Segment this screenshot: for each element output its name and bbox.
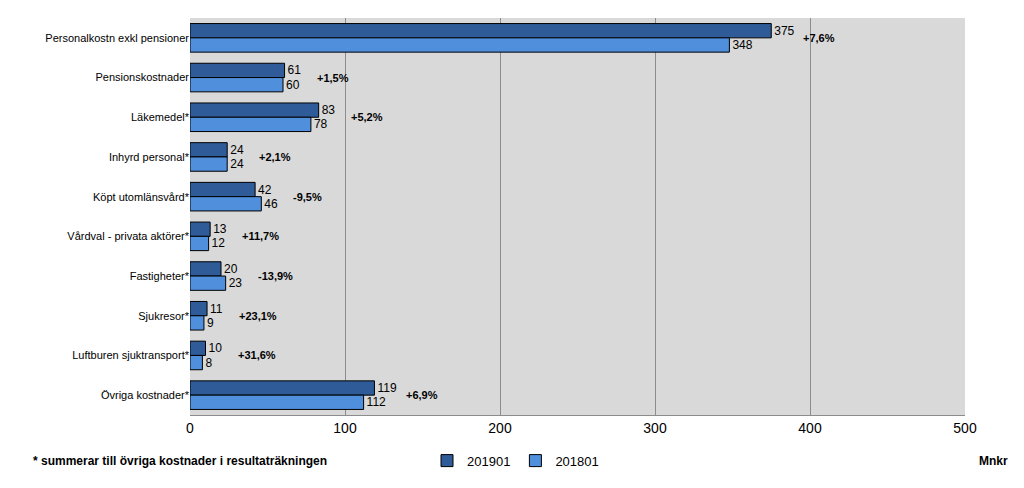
svg-text:Köpt utomlänsvård*: Köpt utomlänsvård*: [93, 191, 190, 203]
svg-text:12: 12: [212, 236, 226, 250]
svg-text:Fastigheter*: Fastigheter*: [130, 270, 190, 282]
svg-text:78: 78: [314, 117, 328, 131]
svg-text:-9,5%: -9,5%: [293, 191, 322, 203]
svg-text:500: 500: [953, 420, 977, 436]
svg-text:Läkemedel*: Läkemedel*: [131, 111, 190, 123]
svg-text:Vårdval - privata aktörer*: Vårdval - privata aktörer*: [67, 230, 189, 242]
svg-text:375: 375: [774, 24, 794, 38]
svg-text:83: 83: [322, 103, 336, 117]
svg-text:9: 9: [207, 316, 214, 330]
svg-text:23: 23: [229, 276, 243, 290]
svg-text:100: 100: [333, 420, 357, 436]
svg-text:+11,7%: +11,7%: [242, 230, 279, 242]
svg-text:119: 119: [377, 381, 396, 395]
svg-text:Övriga kostnader*: Övriga kostnader*: [101, 389, 190, 401]
svg-text:8: 8: [205, 356, 212, 370]
svg-text:Luftburen sjuktransport*: Luftburen sjuktransport*: [72, 349, 190, 361]
svg-text:42: 42: [258, 183, 272, 197]
svg-text:Sjukresor*: Sjukresor*: [138, 310, 189, 322]
svg-text:348: 348: [732, 38, 752, 52]
svg-text:10: 10: [209, 341, 223, 355]
svg-text:* summerar till övriga kostnad: * summerar till övriga kostnader i resul…: [33, 454, 327, 468]
svg-text:Mnkr: Mnkr: [979, 454, 1008, 468]
svg-text:200: 200: [488, 420, 512, 436]
svg-text:Pensionskostnader: Pensionskostnader: [95, 71, 189, 83]
svg-text:24: 24: [230, 157, 244, 171]
svg-text:46: 46: [264, 197, 278, 211]
svg-text:13: 13: [213, 222, 227, 236]
svg-text:Inhyrd personal*: Inhyrd personal*: [109, 151, 190, 163]
svg-text:60: 60: [286, 78, 300, 92]
svg-text:20: 20: [224, 262, 238, 276]
svg-text:+6,9%: +6,9%: [406, 389, 438, 401]
svg-text:24: 24: [230, 143, 244, 157]
svg-text:+23,1%: +23,1%: [239, 310, 277, 322]
svg-text:112: 112: [367, 395, 386, 409]
svg-text:+2,1%: +2,1%: [259, 151, 291, 163]
svg-text:400: 400: [798, 420, 822, 436]
svg-text:201801: 201801: [555, 454, 598, 469]
svg-text:61: 61: [288, 63, 302, 77]
svg-text:+7,6%: +7,6%: [803, 32, 835, 44]
svg-text:+5,2%: +5,2%: [351, 111, 383, 123]
svg-text:300: 300: [643, 420, 667, 436]
svg-text:201901: 201901: [467, 454, 510, 469]
svg-text:Personalkostn exkl pensioner: Personalkostn exkl pensioner: [45, 32, 189, 44]
svg-text:0: 0: [186, 420, 194, 436]
svg-text:+31,6%: +31,6%: [238, 349, 276, 361]
svg-text:11: 11: [210, 302, 223, 316]
svg-text:+1,5%: +1,5%: [317, 72, 349, 84]
svg-text:-13,9%: -13,9%: [258, 270, 293, 282]
